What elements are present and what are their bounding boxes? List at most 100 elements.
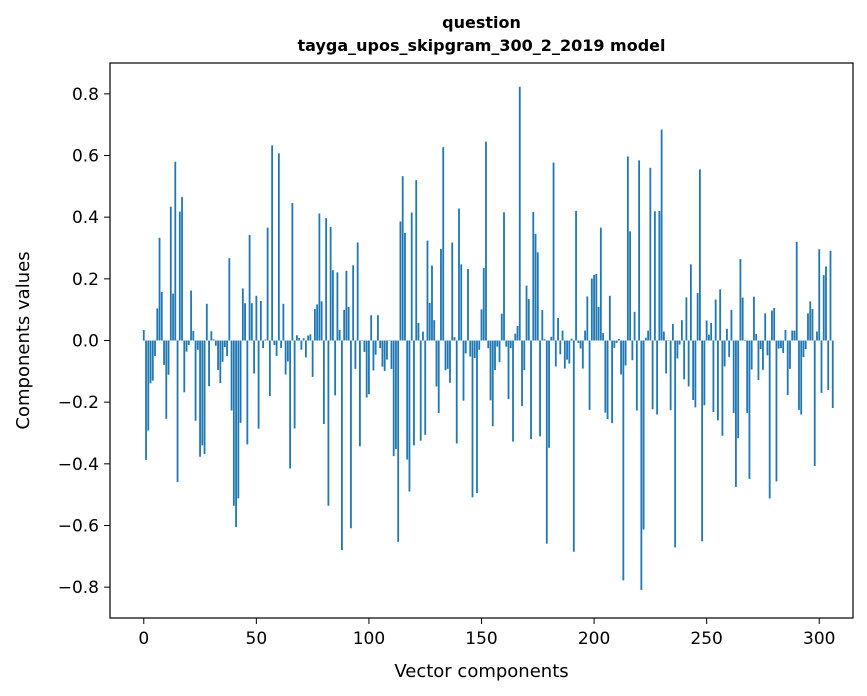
chart-title-line-2: tayga_upos_skipgram_300_2_2019 model xyxy=(298,36,666,55)
bar-265 xyxy=(739,259,742,341)
bar-197 xyxy=(586,296,589,341)
y-tick-label: −0.8 xyxy=(58,578,99,598)
bar-13 xyxy=(172,293,174,341)
bar-137 xyxy=(451,242,454,341)
bar-53 xyxy=(262,340,264,349)
bar-211 xyxy=(617,338,620,341)
bar-160 xyxy=(503,212,505,341)
bar-65 xyxy=(289,340,292,469)
bar-79 xyxy=(320,301,323,341)
bar-288 xyxy=(791,330,794,341)
bar-198 xyxy=(588,340,591,410)
bar-228 xyxy=(656,340,659,415)
bar-157 xyxy=(496,340,499,347)
bar-148 xyxy=(476,340,478,494)
bar-300 xyxy=(818,249,821,341)
bar-71 xyxy=(302,338,305,341)
bar-205 xyxy=(604,340,607,413)
bar-244 xyxy=(692,340,695,401)
bar-170 xyxy=(525,285,528,341)
bar-260 xyxy=(728,340,731,357)
bar-16 xyxy=(178,211,181,341)
bar-113 xyxy=(397,340,400,542)
bar-153 xyxy=(487,340,490,349)
bar-48 xyxy=(250,303,253,341)
bar-41 xyxy=(235,340,237,528)
y-axis-label: Components values xyxy=(13,251,34,429)
bar-88 xyxy=(341,340,343,551)
bar-108 xyxy=(386,340,388,360)
bar-287 xyxy=(789,340,791,369)
bar-146 xyxy=(471,340,474,498)
bar-201 xyxy=(595,273,598,341)
y-axis-ticks: −0.8 −0.6 −0.4 −0.2 0.0 0.2 0.4 0.6 0.8 xyxy=(58,85,110,598)
bar-34 xyxy=(219,340,222,384)
bar-256 xyxy=(719,289,722,341)
chart-title-line-1: question xyxy=(442,13,521,32)
bar-158 xyxy=(498,340,501,363)
bar-169 xyxy=(523,340,526,371)
bar-31 xyxy=(212,339,215,341)
bar-136 xyxy=(449,340,451,383)
bar-77 xyxy=(316,304,319,341)
bar-272 xyxy=(755,334,758,341)
y-tick-label: −0.4 xyxy=(58,455,99,475)
bar-217 xyxy=(631,340,634,361)
bar-192 xyxy=(575,211,577,341)
bar-246 xyxy=(696,293,699,341)
bar-138 xyxy=(453,337,456,341)
bar-209 xyxy=(613,340,616,348)
bar-270 xyxy=(750,340,753,370)
bar-141 xyxy=(460,264,463,341)
bar-73 xyxy=(307,335,310,341)
bar-134 xyxy=(444,340,447,371)
bar-191 xyxy=(572,340,575,552)
bar-55 xyxy=(266,227,269,341)
bar-302 xyxy=(822,275,825,341)
bar-248 xyxy=(701,340,704,542)
bar-184 xyxy=(557,317,559,341)
bar-296 xyxy=(809,301,812,341)
bar-301 xyxy=(820,340,823,393)
bar-276 xyxy=(764,313,767,341)
bar-298 xyxy=(813,340,816,466)
bar-271 xyxy=(753,296,755,341)
bar-122 xyxy=(417,322,420,341)
bar-99 xyxy=(365,340,368,398)
bar-161 xyxy=(505,340,508,347)
bar-86 xyxy=(336,272,339,341)
bar-249 xyxy=(703,340,706,406)
bar-50 xyxy=(255,295,258,341)
bar-24 xyxy=(196,340,199,350)
y-tick-label: −0.2 xyxy=(58,393,99,413)
bar-147 xyxy=(473,340,476,359)
bar-49 xyxy=(253,340,255,374)
bar-7 xyxy=(158,237,161,341)
y-tick-label: −0.6 xyxy=(58,517,99,537)
bar-202 xyxy=(597,306,600,341)
bar-150 xyxy=(480,309,483,341)
bar-182 xyxy=(552,162,555,341)
bar-221 xyxy=(640,340,643,590)
bar-268 xyxy=(746,340,749,413)
bar-45 xyxy=(244,303,246,341)
bar-101 xyxy=(370,315,373,341)
bar-32 xyxy=(214,340,217,346)
bar-114 xyxy=(399,221,402,341)
bar-145 xyxy=(469,340,472,357)
bar-216 xyxy=(629,231,631,341)
bar-220 xyxy=(638,160,641,341)
chart-title: question tayga_upos_skipgram_300_2_2019 … xyxy=(298,13,666,55)
bar-130 xyxy=(435,340,438,387)
bar-303 xyxy=(825,266,827,341)
bar-278 xyxy=(768,340,771,499)
bar-117 xyxy=(406,340,409,460)
bar-236 xyxy=(674,340,677,548)
bar-15 xyxy=(176,340,179,483)
bar-38 xyxy=(228,258,231,341)
x-tick-label: 150 xyxy=(465,629,497,649)
bar-223 xyxy=(644,337,647,341)
bar-67 xyxy=(293,340,296,429)
bar-277 xyxy=(766,340,769,356)
bar-210 xyxy=(615,340,618,343)
